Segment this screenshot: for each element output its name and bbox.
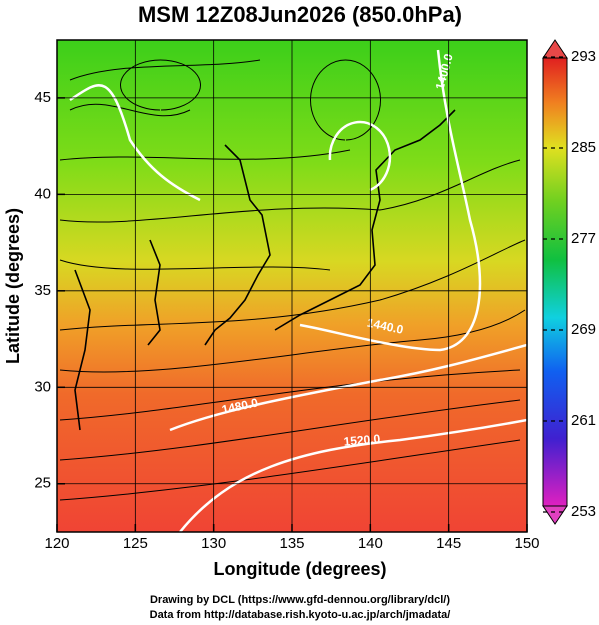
y-tick-label: 30 [34, 378, 51, 395]
y-tick-label: 35 [34, 282, 51, 299]
x-tick-label: 125 [123, 535, 148, 552]
contour-line [69, 84, 201, 202]
contour-line [169, 343, 527, 432]
x-tick-label: 130 [201, 535, 226, 552]
colorbar-tick-label: 293 [571, 48, 596, 65]
y-tick-label: 25 [34, 475, 51, 492]
x-axis-label: Longitude (degrees) [213, 559, 386, 579]
y-tick-label: 45 [34, 89, 51, 106]
colorbar-tick-label: 261 [571, 412, 596, 429]
colorbar-tick-label: 277 [571, 230, 596, 247]
y-axis-label: Latitude (degrees) [3, 208, 23, 364]
colorbar-tick-label: 285 [571, 139, 596, 156]
colorbar-bottom-arrow [542, 505, 568, 525]
footer-line: Drawing by DCL (https://www.gfd-dennou.o… [150, 594, 450, 606]
coastline [74, 109, 456, 431]
x-tick-label: 150 [514, 535, 539, 552]
x-tick-label: 145 [436, 535, 461, 552]
x-tick-label: 140 [358, 535, 383, 552]
contour-line [179, 418, 527, 532]
contour-line [299, 49, 482, 352]
contour-label: 1520.0 [343, 432, 381, 449]
x-tick-label: 120 [44, 535, 69, 552]
x-tick-label: 135 [279, 535, 304, 552]
colorbar-tick-label: 269 [571, 321, 596, 338]
contour-line [328, 120, 392, 192]
colorbar-tick-label: 253 [571, 503, 596, 520]
colorbar-top-arrow [542, 39, 568, 59]
footer-line: Data from http://database.rish.kyoto-u.a… [150, 609, 451, 621]
y-tick-label: 40 [34, 185, 51, 202]
streamlines [59, 59, 526, 501]
colorbar [542, 57, 568, 507]
title: MSM 12Z08Jun2026 (850.0hPa) [138, 2, 462, 27]
